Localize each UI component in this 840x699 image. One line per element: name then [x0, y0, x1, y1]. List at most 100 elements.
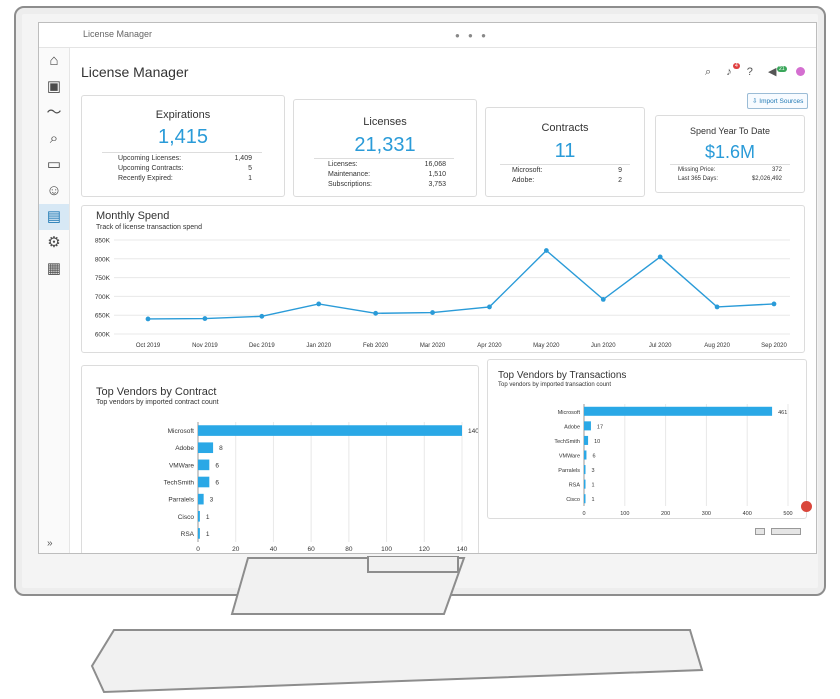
monitor-icon[interactable]: ▣	[46, 78, 62, 95]
minimize-control[interactable]	[755, 528, 765, 535]
category-label: TechSmith	[164, 480, 195, 487]
settings-icon[interactable]: ⚙	[47, 234, 61, 251]
x-tick-label: 0	[196, 546, 200, 553]
data-point	[316, 301, 322, 307]
users-icon[interactable]: ☺	[46, 182, 62, 199]
spend-card[interactable]: Spend Year To Date $1.6M Missing Price: 3…	[655, 115, 805, 193]
x-tick-label: 20	[232, 546, 240, 553]
card-row: Upcoming Contracts: 5	[118, 165, 252, 172]
monitor-stand	[230, 556, 466, 615]
window-menu-dots[interactable]: ● ● ●	[455, 31, 489, 40]
data-label: 140	[468, 428, 478, 435]
monthly-spend-panel: Monthly Spend Track of license transacti…	[81, 205, 805, 353]
data-label: 1	[592, 497, 595, 503]
card-value: 11	[554, 140, 576, 162]
bar	[584, 479, 586, 489]
x-tick-label: 120	[419, 546, 430, 553]
bell-icon[interactable]: ♪	[726, 66, 732, 78]
card-value: 1,415	[157, 126, 209, 148]
category-label: RSA	[569, 483, 581, 489]
avatar[interactable]	[796, 67, 805, 76]
bar	[198, 493, 204, 505]
card-title: Licenses	[363, 116, 407, 128]
app-window: License Manager ● ● ● ⌂ ▣ 〜 ⌕ ▭ ☺ ▤ ⚙ ▦ …	[38, 22, 817, 554]
category-label: Parralels	[558, 468, 580, 474]
card-row: Licenses: 16,068	[328, 161, 446, 168]
bar	[584, 435, 589, 445]
announce-badge: 21	[777, 66, 787, 72]
data-point	[259, 313, 265, 319]
license-icon[interactable]: ▤	[39, 204, 69, 230]
category-label: VMWare	[169, 462, 194, 469]
vendors-transactions-panel: Top Vendors by Transactions Top vendors …	[487, 359, 807, 519]
header-actions: ⌕ ♪ ? ◀	[705, 65, 788, 79]
licenses-card[interactable]: Licenses 21,331 Licenses: 16,068 Maintena…	[293, 99, 477, 197]
data-label: 17	[597, 424, 603, 430]
x-tick-label: May 2020	[533, 343, 560, 349]
data-point	[430, 310, 435, 315]
bar	[198, 459, 210, 471]
x-tick-label: 100	[620, 511, 629, 517]
x-tick-label: 500	[783, 511, 792, 517]
y-tick-label: 750K	[95, 275, 111, 282]
x-tick-label: 60	[308, 546, 316, 553]
x-tick-label: Aug 2020	[704, 343, 730, 349]
divider	[314, 158, 454, 159]
expirations-card[interactable]: Expirations 1,415 Upcoming Licenses: 1,40…	[81, 95, 285, 197]
activity-icon[interactable]: 〜	[46, 104, 62, 121]
sidebar: ⌂ ▣ 〜 ⌕ ▭ ☺ ▤ ⚙ ▦ »	[39, 48, 70, 553]
bar	[198, 425, 462, 436]
data-point	[145, 316, 151, 322]
card-row: Maintenance: 1,510	[328, 171, 446, 178]
x-tick-label: 400	[743, 511, 752, 517]
data-point	[373, 310, 379, 316]
help-icon[interactable]: ?	[746, 66, 753, 78]
data-label: 10	[594, 439, 600, 445]
page-title: License Manager	[81, 64, 189, 80]
data-point	[543, 248, 549, 253]
monitor-base	[90, 629, 704, 694]
megaphone-icon[interactable]: ◀	[767, 66, 777, 78]
notification-badge: 4	[733, 63, 740, 69]
card-value: $1.6M	[704, 142, 756, 162]
search-doc-icon[interactable]: ⌕	[49, 130, 59, 147]
category-label: Cisco	[178, 514, 195, 521]
data-label: 6	[592, 454, 595, 460]
divider	[500, 164, 630, 165]
data-label: 1	[206, 514, 210, 521]
maximize-control[interactable]	[771, 528, 801, 535]
y-tick-label: 650K	[95, 313, 111, 320]
data-point	[202, 316, 208, 321]
x-tick-label: Jan 2020	[306, 343, 331, 349]
data-label: 3	[210, 497, 214, 504]
category-label: Parralels	[168, 497, 194, 504]
bar	[584, 494, 586, 504]
x-tick-label: Jul 2020	[649, 343, 672, 349]
home-icon[interactable]: ⌂	[49, 52, 59, 69]
window-titlebar: License Manager ● ● ●	[39, 23, 816, 48]
desktop-icon[interactable]: ▭	[46, 156, 62, 173]
x-tick-label: 0	[582, 511, 585, 517]
data-label: 8	[219, 445, 223, 452]
bar	[198, 476, 210, 488]
grid-icon[interactable]: ▦	[46, 260, 62, 277]
category-label: Cisco	[566, 497, 580, 503]
search-icon[interactable]: ⌕	[705, 66, 712, 78]
data-label: 3	[592, 468, 595, 474]
bar	[584, 421, 591, 431]
panel-subtitle: Track of license transaction spend	[96, 224, 202, 231]
divider	[102, 152, 262, 153]
category-label: Adobe	[564, 424, 580, 430]
category-label: Microsoft	[558, 410, 581, 416]
category-label: RSA	[181, 531, 195, 538]
y-tick-label: 850K	[95, 238, 111, 245]
vendors-transactions-chart: 0 100 200 300 400 500 Microsoft 461 Adobe 17 TechS…	[554, 404, 793, 517]
panel-title: Top Vendors by Contract	[96, 386, 217, 398]
contracts-card[interactable]: Contracts 11 Microsoft: 9 Adobe: 2	[485, 107, 645, 197]
import-sources-button[interactable]: ⇩ Import Sources	[747, 93, 809, 109]
vendors-contract-chart: 0 20 40 60 80 100 120 140 Microsoft 140 Adobe 8 VMWa…	[164, 422, 478, 553]
expand-sidebar-icon[interactable]: »	[47, 538, 53, 549]
panel-subtitle: Top vendors by imported contract count	[96, 399, 219, 406]
panel-title: Monthly Spend	[96, 210, 170, 222]
help-bubble-icon[interactable]	[801, 501, 812, 512]
